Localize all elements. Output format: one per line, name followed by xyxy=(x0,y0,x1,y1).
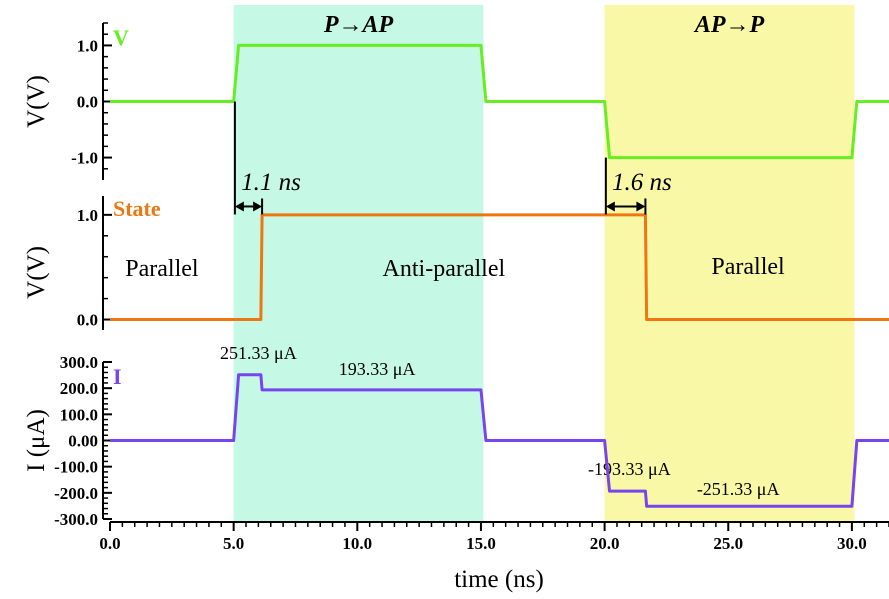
delay-label-1: 1.1 ns xyxy=(241,169,301,196)
state-y-tick-label: 1.0 xyxy=(77,206,98,225)
delay-1-arrow-head-left xyxy=(234,201,244,212)
current-y-tick-label: 100.0 xyxy=(60,405,98,424)
region-title-ap-to-p: AP→P xyxy=(693,12,765,38)
state-y-axis-title: V(V) xyxy=(23,246,50,299)
current-y-tick-label: -200.0 xyxy=(54,484,98,503)
current-series-label: I xyxy=(113,364,122,389)
current-label-peak-negative: -251.33 μA xyxy=(697,479,780,499)
region-p-to-ap xyxy=(233,5,484,522)
state-series-label: State xyxy=(113,196,161,221)
delay-2-arrow-head-right xyxy=(636,201,646,212)
region-title-p-to-ap: P→AP xyxy=(323,12,394,38)
current-y-tick-label: -300.0 xyxy=(54,510,98,529)
state-label-parallel-final: Parallel xyxy=(711,254,785,280)
voltage-y-tick-label: -1.0 xyxy=(71,149,98,168)
state-y-tick-label: 0.0 xyxy=(77,311,98,330)
current-label-peak-positive: 251.33 μA xyxy=(220,343,297,363)
state-label-parallel-initial: Parallel xyxy=(125,256,199,282)
current-y-tick-label: -100.0 xyxy=(54,458,98,477)
delay-1-arrow-head-right xyxy=(253,201,263,212)
current-y-tick-label: 300.0 xyxy=(60,353,98,372)
voltage-y-axis-title: V(V) xyxy=(23,75,50,128)
voltage-y-tick-label: 0.0 xyxy=(77,93,98,112)
x-tick-label: 0.0 xyxy=(99,534,120,553)
x-tick-label: 25.0 xyxy=(713,534,743,553)
current-label-plateau-negative: -193.33 μA xyxy=(588,459,671,479)
state-series-line xyxy=(110,213,889,322)
x-axis-title: time (ns) xyxy=(454,566,544,593)
x-tick-label: 15.0 xyxy=(466,534,496,553)
delay-2-arrow-head-left xyxy=(605,201,615,212)
x-tick-label: 30.0 xyxy=(837,534,867,553)
current-y-axis-title: I (μA) xyxy=(23,409,50,472)
voltage-series-label: V xyxy=(113,25,129,50)
current-y-tick-label: 200.0 xyxy=(60,379,98,398)
state-label-anti-parallel: Anti-parallel xyxy=(383,256,506,282)
voltage-y-tick-label: 1.0 xyxy=(77,36,98,55)
x-tick-label: 10.0 xyxy=(342,534,372,553)
current-series-line xyxy=(110,373,889,508)
delay-label-2: 1.6 ns xyxy=(612,169,672,196)
x-tick-label: 20.0 xyxy=(590,534,620,553)
current-y-tick-label: 0.00 xyxy=(68,432,98,451)
current-label-plateau-positive: 193.33 μA xyxy=(339,359,416,379)
chart-marks: 0.0 5.0 10.0 15.0 20.0 25.0 30.0 1.0 0.0 -1.0 1.0 0… xyxy=(54,22,889,553)
x-tick-label: 5.0 xyxy=(223,534,244,553)
voltage-series-line xyxy=(110,43,889,160)
